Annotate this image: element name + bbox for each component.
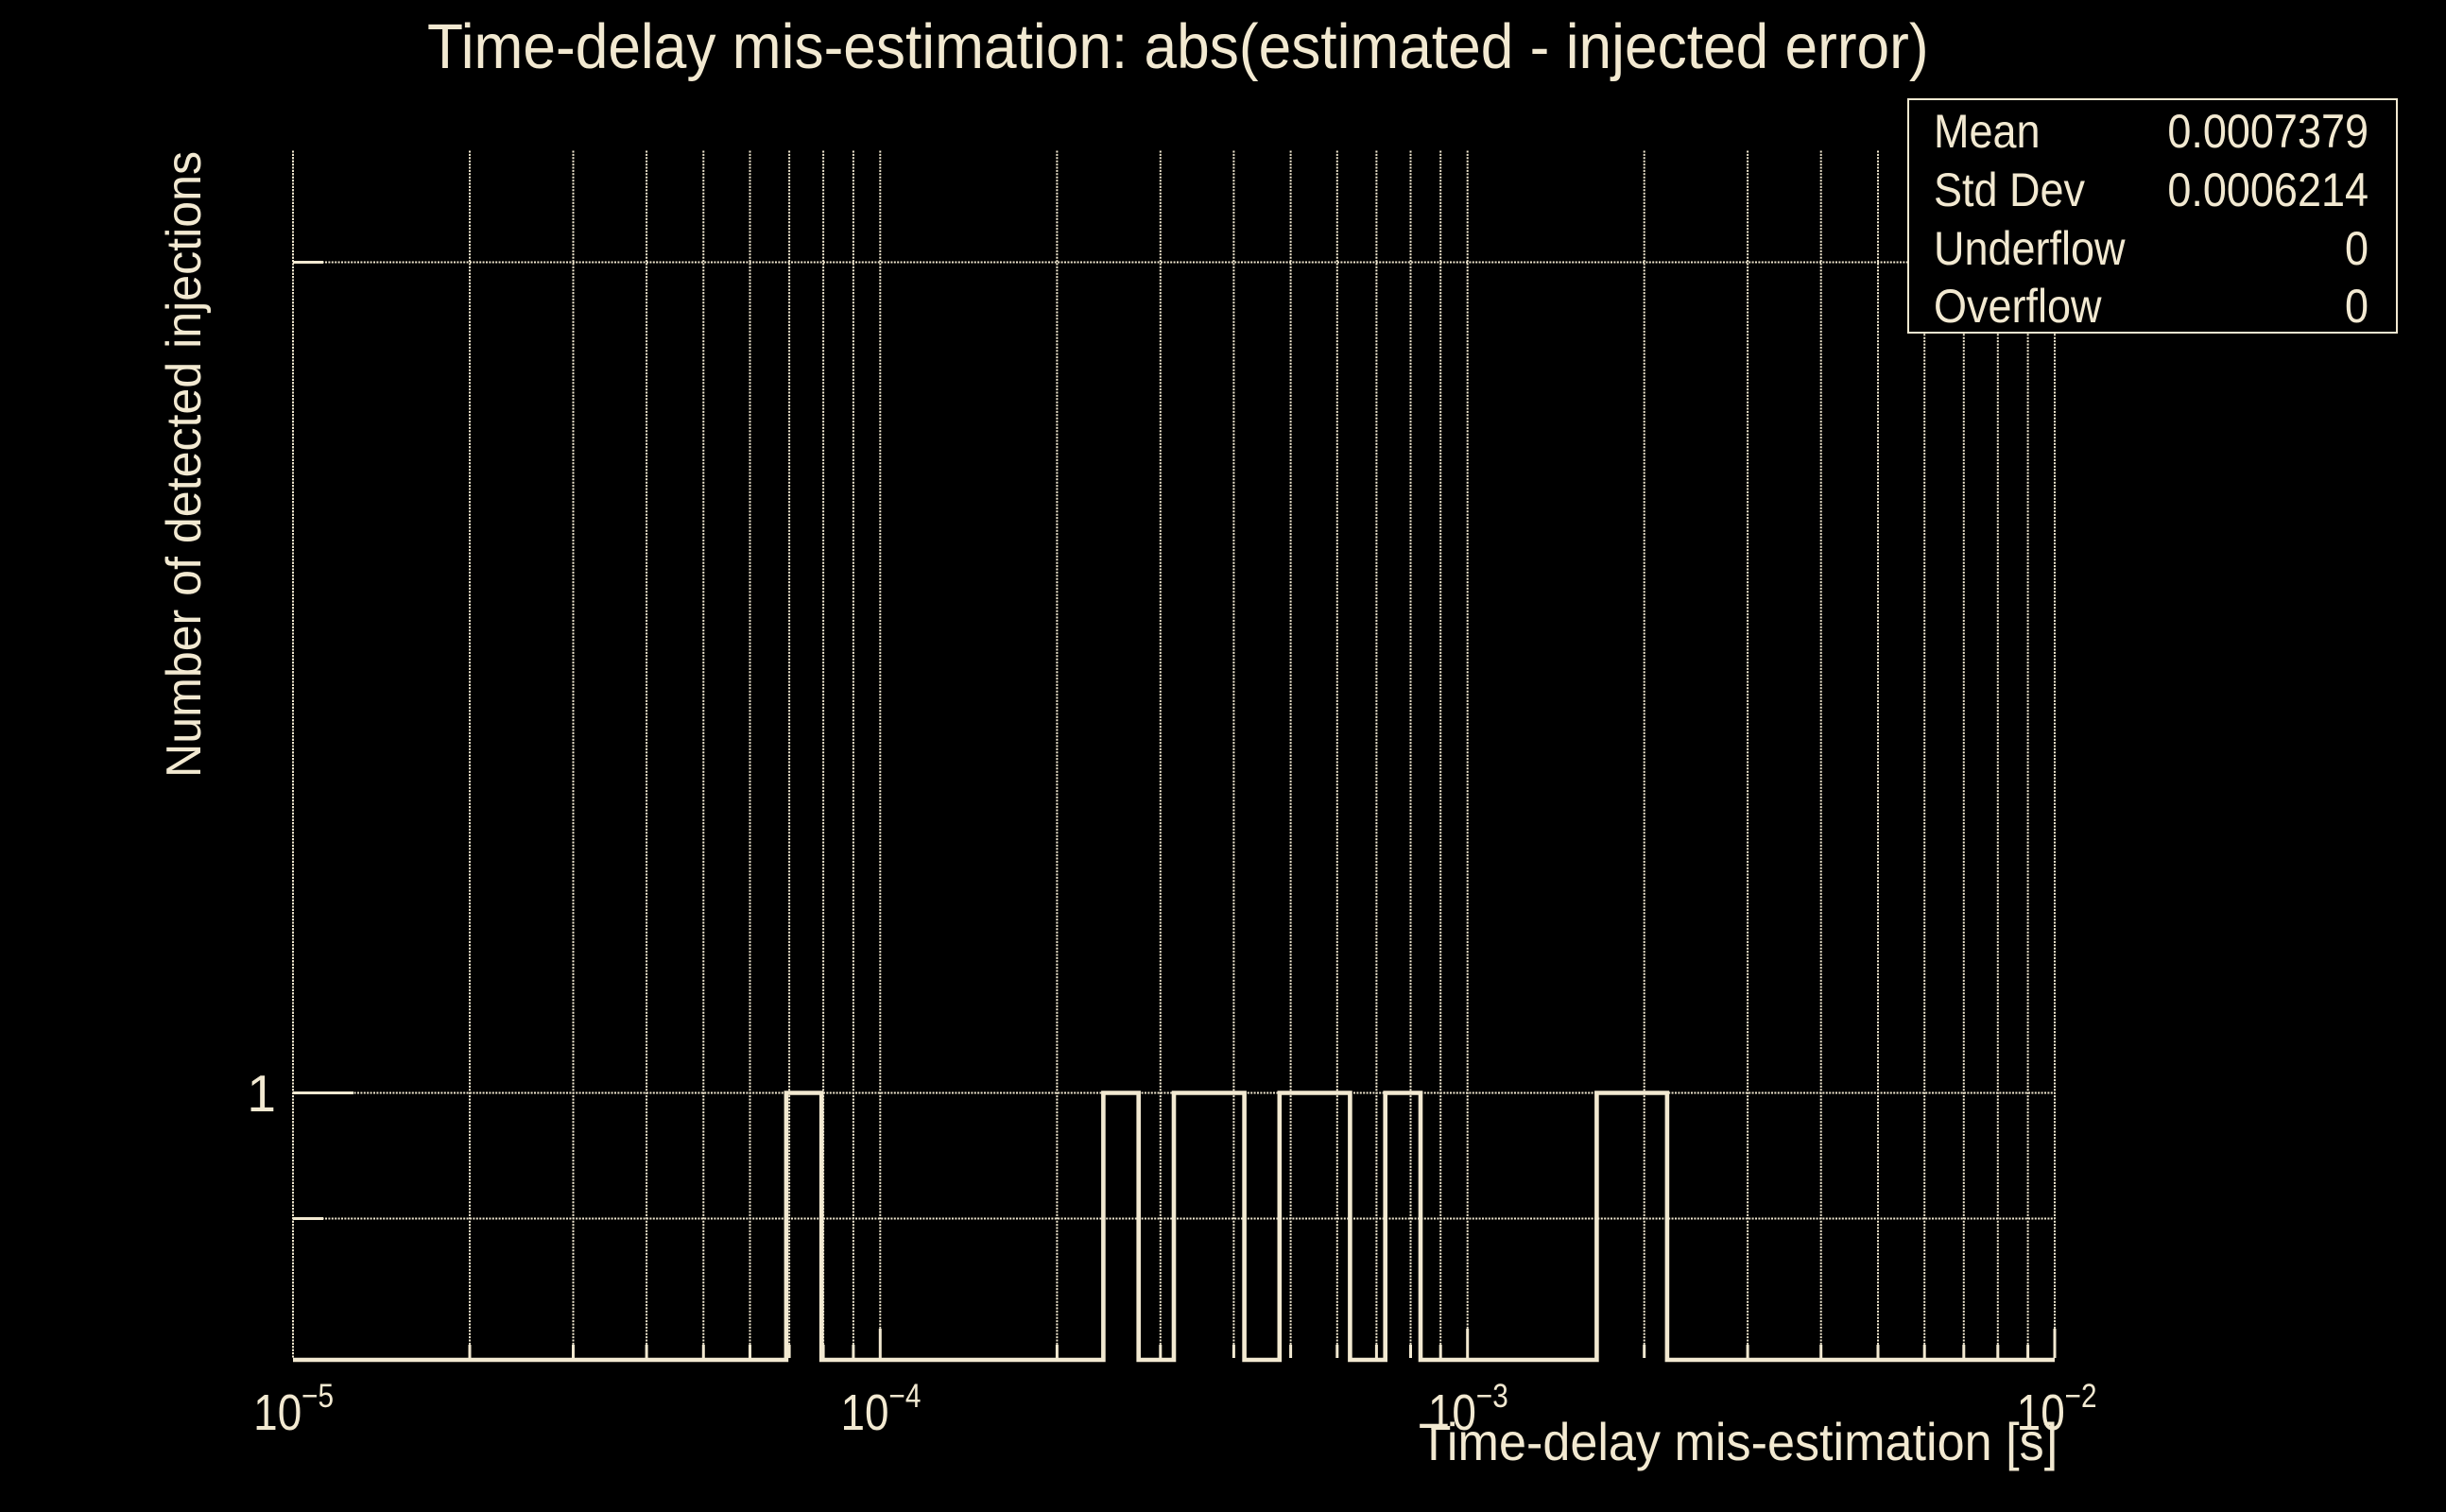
- svg-text:Underflow: Underflow: [1934, 223, 2126, 276]
- svg-text:Time-delay mis-estimation [s]: Time-delay mis-estimation [s]: [1419, 1413, 2058, 1471]
- svg-text:Number of detected injections: Number of detected injections: [156, 151, 211, 778]
- svg-text:10: 10: [1428, 1384, 1476, 1441]
- svg-text:−3: −3: [1476, 1378, 1508, 1415]
- svg-text:0: 0: [2345, 223, 2368, 276]
- svg-text:10: 10: [2017, 1384, 2065, 1441]
- svg-text:10: 10: [253, 1384, 301, 1441]
- svg-text:0: 0: [2345, 281, 2368, 334]
- svg-text:1: 1: [247, 1064, 276, 1123]
- svg-text:10: 10: [840, 1384, 888, 1441]
- svg-text:0.0006214: 0.0006214: [2167, 164, 2368, 217]
- svg-text:Time-delay mis-estimation: abs: Time-delay mis-estimation: abs(estimated…: [427, 10, 1929, 82]
- svg-text:Std Dev: Std Dev: [1934, 164, 2085, 217]
- svg-text:−2: −2: [2065, 1378, 2097, 1415]
- svg-text:0.0007379: 0.0007379: [2167, 106, 2368, 159]
- svg-text:Mean: Mean: [1934, 106, 2041, 159]
- svg-text:−5: −5: [301, 1378, 334, 1415]
- svg-text:Overflow: Overflow: [1934, 281, 2102, 334]
- svg-text:−4: −4: [888, 1378, 921, 1415]
